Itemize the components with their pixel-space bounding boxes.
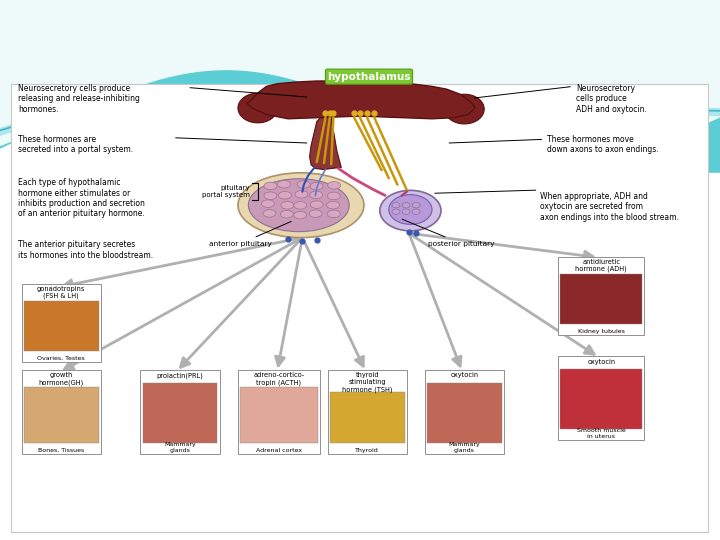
Text: oxytocin: oxytocin [587,359,616,364]
Text: adreno-cortico-
tropin (ACTH): adreno-cortico- tropin (ACTH) [253,372,305,386]
Ellipse shape [263,210,276,217]
Text: Thyroid: Thyroid [356,448,379,453]
Ellipse shape [328,181,341,189]
Ellipse shape [281,201,294,209]
Ellipse shape [238,93,278,123]
FancyBboxPatch shape [240,387,318,443]
FancyBboxPatch shape [325,69,413,84]
Text: growth
hormone(GH): growth hormone(GH) [39,372,84,386]
Ellipse shape [309,210,322,218]
FancyBboxPatch shape [22,284,101,362]
Ellipse shape [402,202,410,208]
Ellipse shape [380,191,441,231]
Polygon shape [0,0,720,173]
Ellipse shape [310,201,323,208]
Ellipse shape [280,211,293,218]
FancyBboxPatch shape [560,369,642,429]
Text: The anterior pituitary secretes
its hormones into the bloodstream.: The anterior pituitary secretes its horm… [18,240,153,260]
Ellipse shape [238,173,364,238]
Text: gonadotropins
(FSH & LH): gonadotropins (FSH & LH) [37,286,86,299]
Ellipse shape [392,202,400,208]
FancyBboxPatch shape [22,370,101,454]
Ellipse shape [294,211,307,219]
Text: Ovaries, Testes: Ovaries, Testes [37,356,85,361]
Text: Mammary
glands: Mammary glands [449,442,480,453]
FancyBboxPatch shape [238,370,320,454]
Ellipse shape [328,192,341,200]
FancyBboxPatch shape [558,356,644,440]
Text: Bones, Tissues: Bones, Tissues [38,448,84,453]
Text: Mammary
glands: Mammary glands [164,442,196,453]
Text: Smooth muscle
in uterus: Smooth muscle in uterus [577,428,626,439]
Ellipse shape [444,94,485,124]
Ellipse shape [264,192,277,199]
Ellipse shape [279,192,292,199]
FancyBboxPatch shape [140,370,220,454]
Text: prolactin(PRL): prolactin(PRL) [156,372,204,379]
FancyBboxPatch shape [558,256,644,335]
Ellipse shape [389,194,432,225]
Text: These hormones are
secreted into a portal system.: These hormones are secreted into a porta… [18,135,133,154]
Ellipse shape [264,182,277,190]
Ellipse shape [261,200,274,207]
Text: posterior pituitary: posterior pituitary [402,219,495,247]
Text: anterior pituitary: anterior pituitary [209,221,291,247]
Polygon shape [246,81,475,119]
Text: These hormones move
down axons to axon endings.: These hormones move down axons to axon e… [547,135,659,154]
FancyBboxPatch shape [560,274,642,324]
Polygon shape [0,108,720,170]
Text: hypothalamus: hypothalamus [328,72,410,82]
Text: antidiuretic
hormone (ADH): antidiuretic hormone (ADH) [575,259,627,272]
Ellipse shape [327,201,340,209]
Text: Neurosecretory
cells produce
ADH and oxytocin.: Neurosecretory cells produce ADH and oxy… [576,84,647,113]
Ellipse shape [392,209,400,214]
Polygon shape [310,118,341,170]
Ellipse shape [402,209,410,214]
FancyBboxPatch shape [24,387,99,443]
Text: Each type of hypothalamic
hormone either stimulates or
inhibits production and s: Each type of hypothalamic hormone either… [18,178,145,218]
Ellipse shape [310,183,323,190]
FancyBboxPatch shape [24,301,99,351]
FancyBboxPatch shape [328,370,407,454]
FancyBboxPatch shape [11,84,708,532]
Ellipse shape [248,179,349,232]
Text: oxytocin: oxytocin [450,372,479,378]
Ellipse shape [328,210,341,218]
Ellipse shape [295,191,308,198]
Ellipse shape [294,201,307,209]
FancyBboxPatch shape [143,383,217,443]
Ellipse shape [413,209,420,214]
FancyBboxPatch shape [330,392,405,443]
Text: thyroid
stimulating
hormone (TSH): thyroid stimulating hormone (TSH) [342,372,392,393]
FancyBboxPatch shape [425,370,504,454]
Text: When appropriate, ADH and
oxytocin are secreted from
axon endings into the blood: When appropriate, ADH and oxytocin are s… [540,192,679,221]
Text: Adrenal cortex: Adrenal cortex [256,448,302,453]
FancyBboxPatch shape [427,383,502,443]
Ellipse shape [277,180,290,188]
Ellipse shape [413,202,420,208]
Ellipse shape [297,181,310,188]
Text: pituitary
portal system: pituitary portal system [202,185,250,198]
Polygon shape [0,0,720,151]
Ellipse shape [310,191,323,199]
Text: Neurosecretory cells produce
releasing and release-inhibiting
hormones.: Neurosecretory cells produce releasing a… [18,84,140,113]
Text: Kidney tubules: Kidney tubules [577,329,625,334]
